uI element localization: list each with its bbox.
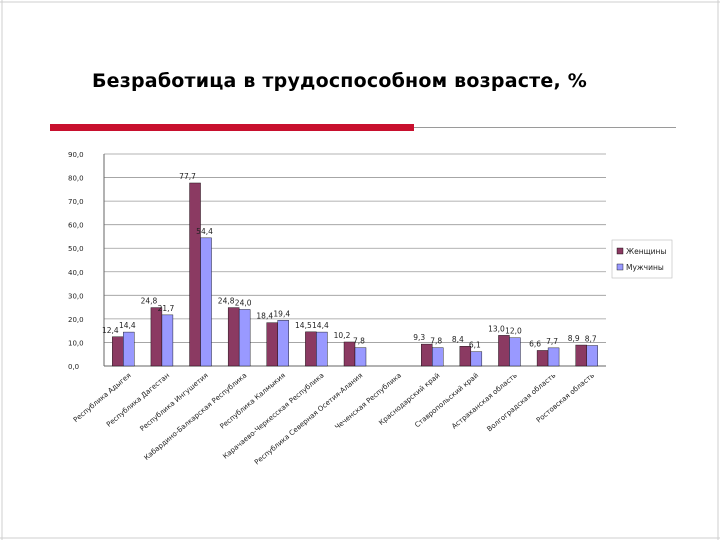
bar-women [112,336,124,367]
bar-women [536,350,549,367]
y-tick-label: 90,0 [68,151,84,159]
x-category-label: Республика Дагестан [105,371,171,428]
data-label: 7,7 [546,337,558,346]
x-category-label: Ставропольский край [413,371,480,429]
data-label: 18,4 [256,312,273,321]
unemployment-bar-chart: 0,0 10,0 20,0 30,0 40,0 50,0 60,0 70,0 80,0 90,0 1… [68,151,673,467]
bar-men [470,351,483,367]
data-label: 10,2 [334,331,351,340]
data-label: 24,8 [141,297,158,306]
legend-swatch-women [616,247,624,255]
slide-title: Безработица в трудоспособном возрасте, % [92,70,587,92]
y-tick-label: 60,0 [68,222,84,230]
x-category-label: Республика Калмыкия [219,371,288,430]
data-label: 19,4 [273,309,290,318]
bar-men [547,347,560,367]
data-label: 8,4 [452,335,464,344]
x-category-label: Республика Ингушетия [139,371,210,433]
title-divider-rule [414,127,676,128]
bar-men [161,314,174,367]
bar-women [189,182,201,367]
bar-women [227,307,240,367]
legend-swatch-men [616,263,624,271]
y-tick-label: 10,0 [68,339,84,347]
data-label: 14,5 [295,321,312,330]
data-label: 8,9 [568,334,580,343]
data-label: 7,8 [353,337,365,346]
data-label: 6,6 [529,339,541,348]
bar-women [498,335,510,367]
data-label: 12,0 [505,327,522,336]
data-label: 24,8 [218,297,235,306]
bar-men [277,320,289,367]
legend-label: Женщины [626,247,666,256]
data-label: 14,4 [119,321,136,330]
bar-women [150,307,163,367]
x-category-label: Чеченская Республика [333,371,402,431]
data-label: 8,7 [585,335,597,344]
bar-men [509,337,521,367]
y-tick-label: 70,0 [68,198,84,206]
y-tick-label: 0,0 [68,363,79,371]
x-category-label: Волгоградская область [486,371,558,433]
y-tick-label: 50,0 [68,245,84,253]
y-tick-label: 20,0 [68,316,84,324]
data-label: 21,7 [158,304,175,313]
data-label: 77,7 [179,172,196,181]
y-tick-label: 40,0 [68,269,84,277]
data-label: 9,3 [413,333,425,342]
x-category-label: Астраханская область [450,371,518,430]
bar-men [354,347,367,367]
data-label: 24,0 [235,298,252,307]
bar-women [575,344,587,367]
bar-men [238,309,251,367]
title-accent-rule [50,124,414,131]
bar-men [586,345,598,367]
bar-men [432,347,444,367]
y-tick-label: 30,0 [68,292,84,300]
chart-frame: 0,0 10,0 20,0 30,0 40,0 50,0 60,0 70,0 80,0 90,0 1… [50,142,676,512]
y-tick-label: 80,0 [68,175,84,183]
data-label: 7,8 [430,337,442,346]
bar-men [123,331,135,367]
legend-label: Мужчины [626,263,664,272]
data-label: 12,4 [102,326,119,335]
bar-women [421,343,433,367]
bar-women [305,331,317,367]
bar-women [266,322,278,367]
data-label: 13,0 [488,324,505,333]
data-label: 14,4 [312,321,329,330]
bar-men [200,237,212,367]
legend-box [611,239,673,279]
bar-men [316,331,328,367]
data-label: 6,1 [469,341,481,350]
data-label: 54,4 [196,227,213,236]
